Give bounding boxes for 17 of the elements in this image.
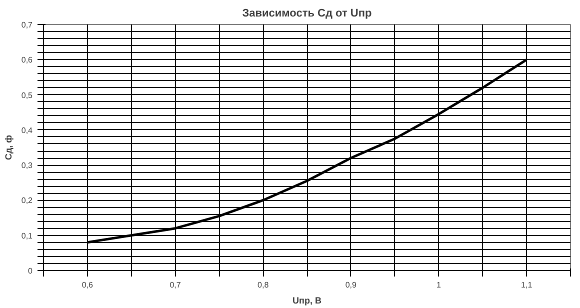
x-tick-label: 1,1 xyxy=(521,280,533,290)
y-tick-label: 0,4 xyxy=(21,126,34,135)
x-tick-label: 0,9 xyxy=(345,280,358,290)
chart-title: Зависимость Cд от Uпр xyxy=(242,8,372,20)
x-tick-label: 0,7 xyxy=(170,280,182,290)
y-tick-label: 0,3 xyxy=(21,161,34,170)
y-axis-title: Cд, ф xyxy=(3,134,14,160)
y-tick-label: 0,6 xyxy=(21,56,34,65)
y-tick-label: 0 xyxy=(28,266,34,276)
x-tick-label: 0,8 xyxy=(258,280,270,290)
x-tick-label: 1 xyxy=(436,280,442,290)
y-tick-label: 0,1 xyxy=(21,231,34,240)
y-tick-label: 0,7 xyxy=(21,20,34,30)
x-axis-title: Uпр, В xyxy=(292,296,322,306)
y-tick-label: 0,2 xyxy=(21,196,34,206)
y-tick-label: 0,5 xyxy=(21,90,34,100)
x-tick-label: 0,6 xyxy=(82,280,94,290)
